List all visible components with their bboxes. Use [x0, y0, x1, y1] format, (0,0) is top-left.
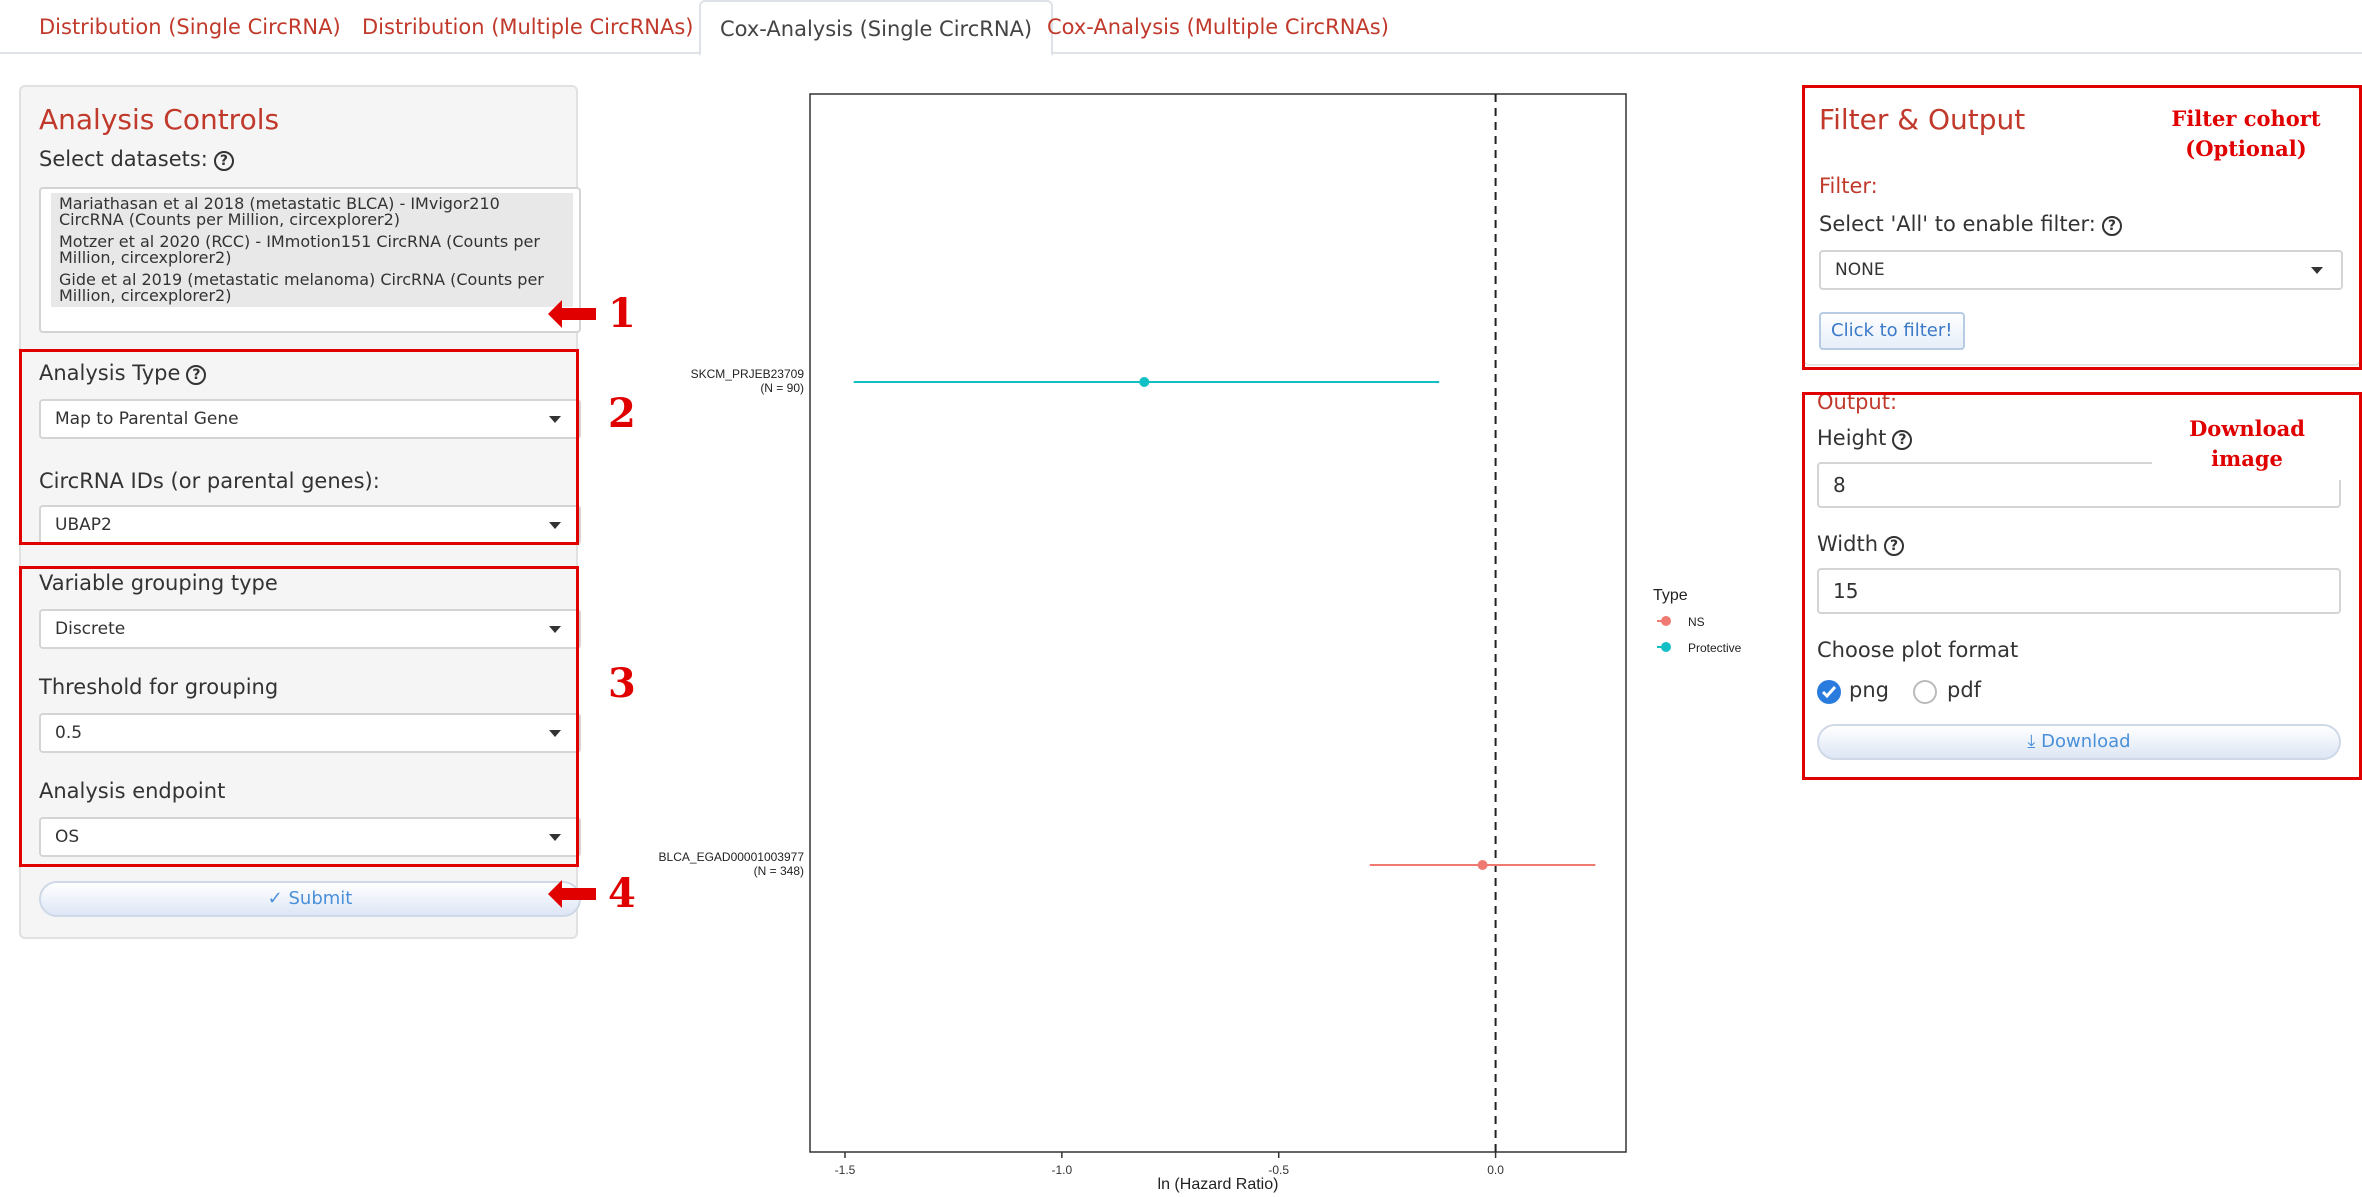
select-value: Discrete — [55, 619, 126, 639]
annotation-box-output — [1802, 392, 2362, 780]
radio-pdf[interactable] — [1913, 680, 1937, 704]
radio-png[interactable] — [1817, 680, 1841, 704]
x-tick-label: -0.5 — [1268, 1163, 1289, 1177]
analysis-type-label: Analysis Type? — [39, 361, 207, 385]
caret-down-icon — [549, 522, 561, 529]
select-value: UBAP2 — [55, 515, 112, 535]
caret-down-icon — [549, 834, 561, 841]
format-label: Choose plot format — [1817, 638, 2019, 662]
filter-button[interactable]: Click to filter! — [1819, 312, 1965, 350]
annotation-number-1: 1 — [608, 290, 636, 337]
caret-down-icon — [2311, 267, 2323, 274]
tab-distribution-multiple[interactable]: Distribution (Multiple CircRNAs) — [362, 15, 694, 39]
width-input[interactable]: 15 — [1817, 568, 2341, 614]
legend-key-point — [1661, 642, 1671, 652]
datasets-label-text: Select datasets: — [39, 147, 208, 171]
row-label: BLCA_EGAD00001003977 — [659, 850, 805, 864]
analysis-controls-panel: Analysis Controls Select datasets:? Mari… — [19, 85, 581, 939]
submit-button[interactable]: ✓ Submit — [39, 881, 581, 917]
download-button[interactable]: ⤓ Download — [1817, 724, 2341, 760]
tab-cox-single[interactable]: Cox-Analysis (Single CircRNA) — [699, 0, 1054, 56]
tab-distribution-single[interactable]: Distribution (Single CircRNA) — [39, 15, 341, 39]
legend-title: Type — [1653, 587, 1688, 604]
forest-plot: SKCM_PRJEB23709(N = 90) BLCA_EGAD00001003… — [659, 93, 1742, 1193]
filter-select[interactable]: NONE — [1819, 250, 2343, 290]
analysis-type-select[interactable]: Map to Parental Gene — [39, 399, 581, 439]
analysis-type-label-text: Analysis Type — [39, 361, 181, 385]
endpoint-label: Analysis endpoint — [39, 779, 226, 803]
submit-label: Submit — [288, 888, 353, 909]
select-value: Map to Parental Gene — [55, 409, 239, 429]
arrow-left-icon — [548, 300, 596, 328]
filter-panel-title: Filter & Output — [1819, 103, 2026, 136]
legend-key-point — [1661, 616, 1671, 626]
row-n-label: (N = 90) — [760, 381, 804, 395]
datasets-multiselect[interactable]: Mariathasan et al 2018 (metastatic BLCA)… — [39, 187, 581, 333]
help-icon[interactable]: ? — [186, 365, 207, 385]
row-n-label: (N = 348) — [754, 864, 804, 878]
grouping-type-select[interactable]: Discrete — [39, 609, 581, 649]
width-label: Width? — [1817, 532, 1905, 556]
dataset-chip[interactable]: Mariathasan et al 2018 (metastatic BLCA)… — [51, 193, 573, 231]
width-label-text: Width — [1817, 532, 1879, 556]
grouping-type-label: Variable grouping type — [39, 571, 278, 595]
select-all-label-text: Select 'All' to enable filter: — [1819, 212, 2096, 236]
help-icon[interactable]: ? — [1892, 430, 1913, 450]
circ-ids-label: CircRNA IDs (or parental genes): — [39, 469, 380, 493]
annotation-box-3 — [19, 566, 579, 867]
download-label: Download — [2041, 731, 2131, 752]
dataset-chip[interactable]: Gide et al 2019 (metastatic melanoma) Ci… — [51, 269, 573, 307]
x-tick-label: -1.5 — [835, 1163, 856, 1177]
legend-item-label: NS — [1688, 615, 1705, 629]
x-tick-label: 0.0 — [1487, 1163, 1504, 1177]
check-icon — [1821, 686, 1837, 699]
download-icon: ⤓ — [2027, 731, 2036, 752]
dataset-chip[interactable]: Motzer et al 2020 (RCC) - IMmotion151 Ci… — [51, 231, 573, 269]
select-all-label: Select 'All' to enable filter:? — [1819, 212, 2122, 236]
help-icon[interactable]: ? — [1884, 536, 1905, 556]
threshold-select[interactable]: 0.5 — [39, 713, 581, 753]
row-label: SKCM_PRJEB23709 — [691, 367, 805, 381]
endpoint-select[interactable]: OS — [39, 817, 581, 857]
annotation-number-2: 2 — [608, 390, 636, 437]
caret-down-icon — [549, 416, 561, 423]
panel-title: Analysis Controls — [39, 103, 280, 136]
legend-item-label: Protective — [1688, 641, 1742, 655]
select-value: 0.5 — [55, 723, 83, 743]
datasets-label: Select datasets:? — [39, 147, 234, 171]
annotation-box-2 — [19, 349, 579, 545]
x-axis-title: ln (Hazard Ratio) — [1158, 1176, 1279, 1193]
threshold-label: Threshold for grouping — [39, 675, 279, 699]
check-icon: ✓ — [267, 888, 283, 909]
help-icon[interactable]: ? — [2101, 216, 2122, 236]
arrow-left-icon — [548, 880, 596, 908]
x-tick-label: -1.0 — [1052, 1163, 1073, 1177]
select-value: NONE — [1835, 260, 1885, 280]
annotation-number-3: 3 — [608, 660, 636, 707]
tab-cox-multiple[interactable]: Cox-Analysis (Multiple CircRNAs) — [1047, 15, 1389, 39]
filter-cohort-note: Filter cohort (Optional) — [2158, 104, 2334, 170]
radio-pdf-label: pdf — [1947, 678, 1982, 702]
height-label: Height? — [1817, 426, 1913, 450]
annotation-box-filter — [1802, 85, 2362, 370]
select-value: OS — [55, 827, 80, 847]
filter-label: Filter: — [1819, 174, 1878, 198]
circ-ids-select[interactable]: UBAP2 — [39, 505, 581, 545]
caret-down-icon — [549, 626, 561, 633]
caret-down-icon — [549, 730, 561, 737]
radio-png-label: png — [1849, 678, 1889, 702]
annotation-number-4: 4 — [608, 870, 636, 917]
height-label-text: Height — [1817, 426, 1887, 450]
help-icon[interactable]: ? — [213, 151, 234, 171]
point-estimate — [1139, 377, 1150, 387]
point-estimate — [1477, 860, 1488, 870]
plot-frame — [809, 93, 1627, 1153]
download-image-note: Download image — [2152, 414, 2342, 480]
tab-bar: Distribution (Single CircRNA) Distributi… — [0, 0, 2362, 56]
